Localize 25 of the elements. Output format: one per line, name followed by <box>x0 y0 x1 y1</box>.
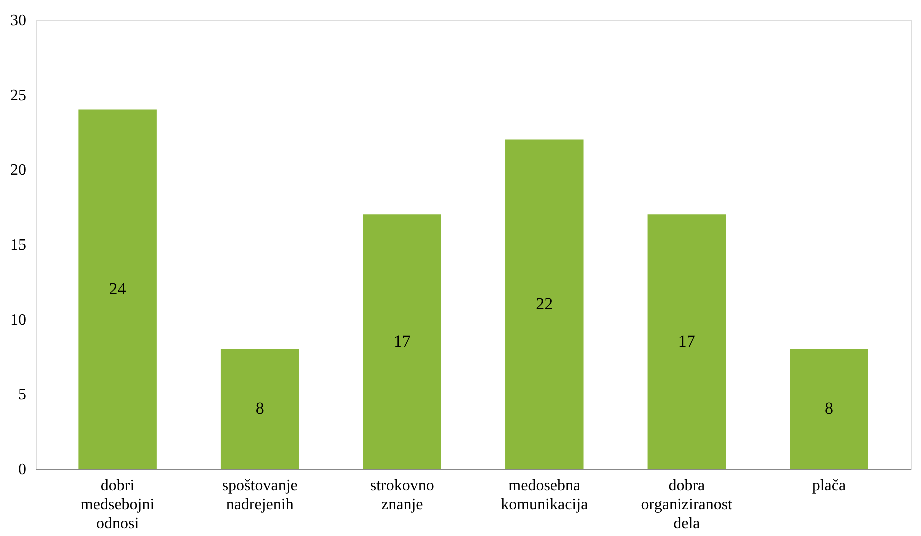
data-label: 17 <box>394 332 412 351</box>
x-tick-label: medosebna komunikacija <box>501 478 588 514</box>
y-tick-label: 0 <box>18 462 26 478</box>
y-tick-label: 15 <box>10 237 26 254</box>
bar <box>78 110 157 469</box>
bar <box>648 214 726 469</box>
data-label: 17 <box>678 332 696 351</box>
y-tick-label: 20 <box>10 162 26 180</box>
bar <box>363 214 442 469</box>
data-label: 8 <box>256 399 264 418</box>
x-tick-label: spoštovanje nadrejenih <box>222 478 298 514</box>
x-tick-label: dobra organiziranost dela <box>641 478 734 532</box>
data-label: 22 <box>536 294 554 314</box>
bar <box>790 349 868 469</box>
data-label: 8 <box>824 399 834 418</box>
x-tick-label: dobri medsebojni odnosi <box>80 478 156 532</box>
y-tick-label: 5 <box>18 386 26 404</box>
bar <box>220 349 300 469</box>
x-tick-label: plača <box>812 478 846 494</box>
data-label: 24 <box>109 279 127 298</box>
y-tick-label: 10 <box>10 312 26 329</box>
x-tick-label: strokovno znanje <box>370 478 434 514</box>
y-tick-label: 25 <box>10 87 26 104</box>
bar <box>506 140 584 469</box>
y-tick-label: 30 <box>10 12 26 30</box>
